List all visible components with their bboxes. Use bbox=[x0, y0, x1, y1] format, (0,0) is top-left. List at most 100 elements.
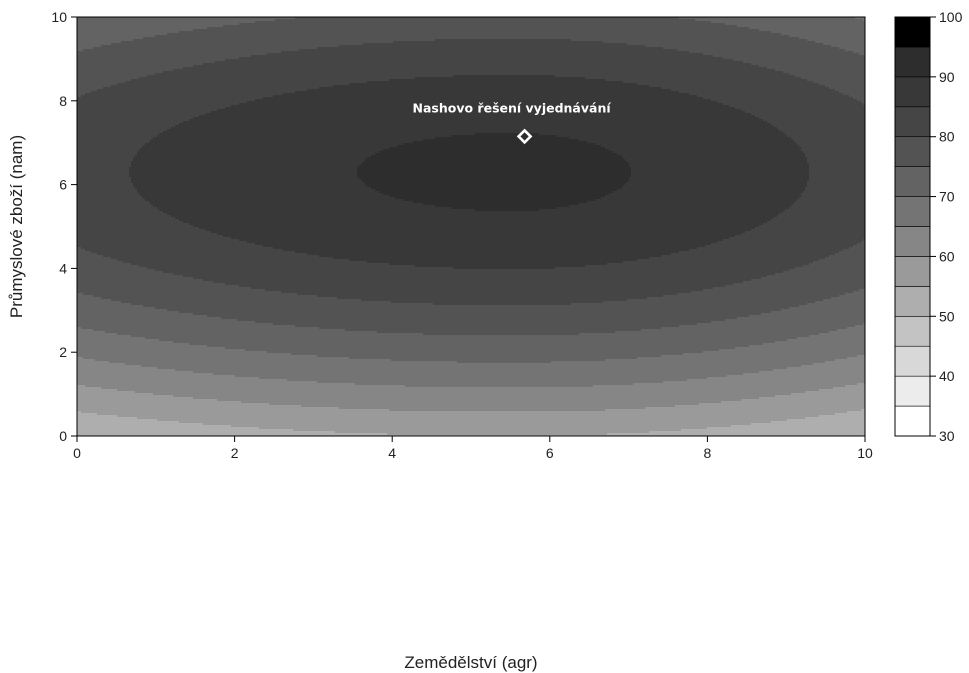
contour-band-cell bbox=[725, 23, 865, 26]
contour-band-cell bbox=[199, 115, 756, 118]
nash-solution-marker[interactable] bbox=[516, 128, 533, 145]
contour-band-cell bbox=[77, 361, 110, 364]
contour-band-cell bbox=[621, 155, 806, 158]
contour-band-cell bbox=[367, 261, 624, 264]
contour-band-cell bbox=[77, 255, 104, 258]
contour-band-cell bbox=[649, 85, 826, 88]
contour-band-cell bbox=[167, 33, 782, 36]
contour-band-cell bbox=[193, 397, 760, 400]
contour-band-cell bbox=[77, 355, 318, 358]
contour-band-cell bbox=[77, 83, 118, 86]
contour-band-cell bbox=[137, 153, 376, 156]
contour-band-cell bbox=[809, 335, 865, 338]
contour-band-cell bbox=[791, 205, 865, 208]
contour-band-cell bbox=[175, 217, 774, 220]
contour-band-cell bbox=[799, 37, 865, 40]
contour-band-cell bbox=[273, 247, 698, 250]
colorbar-segment bbox=[894, 405, 931, 437]
contour-band-cell bbox=[77, 115, 200, 118]
contour-band-cell bbox=[849, 247, 865, 250]
contour-band-cell bbox=[147, 75, 454, 78]
contour-band-cell bbox=[807, 79, 865, 82]
contour-band-cell bbox=[77, 385, 86, 388]
contour-band-cell bbox=[77, 283, 226, 286]
contour-band-cell bbox=[145, 199, 404, 202]
contour-band-cell bbox=[77, 373, 214, 376]
contour-band-cell bbox=[77, 173, 130, 176]
contour-band-cell bbox=[857, 383, 865, 386]
contour-band-cell bbox=[77, 393, 154, 396]
contour-band-cell bbox=[77, 321, 256, 324]
contour-band-cell bbox=[361, 299, 628, 302]
contour-band-cell bbox=[151, 203, 424, 206]
contour-band-cell bbox=[775, 273, 865, 276]
contour-band-cell bbox=[179, 123, 772, 126]
contour-band-cell bbox=[799, 145, 865, 148]
contour-band-cell bbox=[175, 369, 774, 372]
contour-band-cell bbox=[819, 333, 865, 336]
contour-band-cell bbox=[77, 263, 132, 266]
contour-band-cell bbox=[675, 405, 865, 408]
contour-band-cell bbox=[203, 63, 752, 66]
contour-band-cell bbox=[803, 265, 865, 268]
contour-band-cell bbox=[637, 83, 820, 86]
contour-band-cell bbox=[777, 127, 865, 130]
y-tick-label: 4 bbox=[59, 260, 67, 276]
contour-band-cell bbox=[683, 353, 865, 356]
contour-band-cell bbox=[77, 91, 92, 94]
contour-band-cell bbox=[761, 313, 865, 316]
contour-band-cell bbox=[77, 317, 222, 320]
contour-band-cell bbox=[217, 233, 742, 236]
contour-band-cell bbox=[713, 55, 865, 58]
contour-band-cell bbox=[131, 177, 360, 180]
contour-band-cell bbox=[83, 49, 300, 52]
contour-band-cell bbox=[77, 169, 130, 172]
axes: 0 2 4 6 8 10 0 2 4 6 8 10 bbox=[51, 9, 873, 461]
contour-band-cell bbox=[605, 147, 802, 150]
contour-band-cell bbox=[691, 291, 854, 294]
contour-band-cell bbox=[155, 307, 790, 310]
colorbar-segment bbox=[894, 226, 931, 257]
contour-band-cell bbox=[77, 241, 248, 244]
contour-band-cell bbox=[103, 255, 320, 258]
contour-band-cell bbox=[77, 431, 336, 434]
contour-band-cell bbox=[453, 267, 556, 270]
contour-band-cell bbox=[797, 143, 865, 146]
contour-band-cell bbox=[775, 69, 865, 72]
contour-band-cell bbox=[403, 143, 596, 146]
contour-band-cell bbox=[605, 409, 862, 412]
contour-band-cell bbox=[77, 305, 144, 308]
contour-band-cell bbox=[837, 329, 865, 332]
contour-band-cell bbox=[835, 359, 865, 362]
contour-band-cell bbox=[785, 209, 865, 212]
contour-band-cell bbox=[595, 143, 798, 146]
contour-band-cell bbox=[131, 263, 390, 266]
contour-band-cell bbox=[677, 293, 846, 296]
contour-band-cell bbox=[77, 287, 252, 290]
contour-band-cell bbox=[157, 135, 452, 138]
contour-band-cell bbox=[77, 129, 168, 132]
contour-band-cell bbox=[77, 61, 216, 64]
contour-band-cell bbox=[317, 381, 664, 384]
contour-band-cell bbox=[389, 79, 606, 82]
contour-band-cell bbox=[77, 259, 118, 262]
y-tick-label: 10 bbox=[51, 9, 67, 25]
contour-band-cell bbox=[349, 357, 638, 360]
contour-band-cell bbox=[735, 235, 865, 238]
contour-band-cell bbox=[193, 65, 760, 68]
contour-band-cell bbox=[101, 387, 834, 390]
contour-band-cell bbox=[205, 113, 752, 116]
contour-band-cell bbox=[137, 151, 380, 154]
contour-band-cell bbox=[77, 85, 112, 88]
contour-band-cell bbox=[627, 161, 808, 164]
contour-band-cell bbox=[751, 113, 865, 116]
contour-band-cell bbox=[697, 247, 850, 250]
contour-band-cell bbox=[645, 45, 832, 48]
contour-band-cell bbox=[663, 381, 865, 384]
contour-band-cell bbox=[77, 77, 140, 80]
contour-band-cell bbox=[131, 335, 810, 338]
contour-band-cell bbox=[801, 193, 865, 196]
contour-band-cell bbox=[633, 383, 858, 386]
contour-band-cell bbox=[661, 255, 830, 258]
contour-band-cell bbox=[295, 251, 680, 254]
